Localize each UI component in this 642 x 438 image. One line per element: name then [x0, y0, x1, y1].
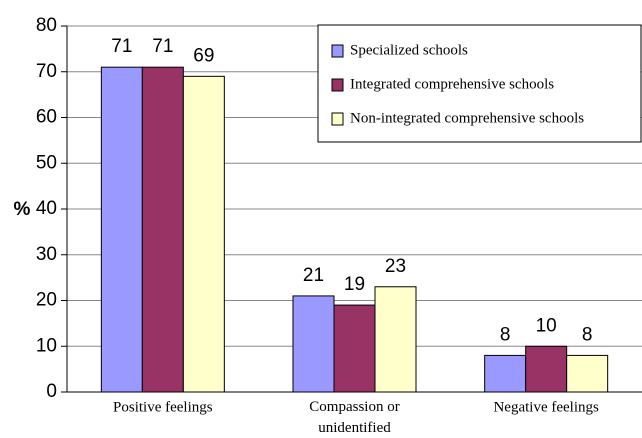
bar [333, 304, 376, 393]
bar [182, 75, 225, 393]
bar [374, 286, 417, 393]
x-tick-label: Negative feelings [493, 399, 599, 415]
legend-label: Non-integrated comprehensive schools [350, 110, 584, 126]
y-tick-label: 20 [36, 290, 57, 311]
y-tick-label: 60 [36, 107, 57, 128]
value-label: 8 [500, 324, 511, 345]
y-tick-label: 50 [36, 152, 57, 173]
bar [141, 66, 184, 393]
legend-box [317, 24, 642, 143]
y-tick-label: 80 [36, 15, 57, 36]
legend-label: Integrated comprehensive schools [350, 76, 554, 92]
value-label: 19 [344, 274, 365, 295]
y-tick-label: 0 [46, 381, 57, 402]
y-tick-label: 30 [36, 244, 57, 265]
bar [292, 295, 335, 393]
y-axis-label: % [14, 199, 31, 220]
value-label: 23 [385, 256, 406, 277]
value-label: 71 [152, 36, 173, 57]
bar [566, 354, 609, 393]
legend-swatch [331, 78, 344, 92]
bar [100, 66, 143, 393]
y-tick-label: 70 [36, 61, 57, 82]
value-label: 21 [303, 265, 324, 286]
x-tick-label: Positive feelings [113, 399, 213, 415]
bar [525, 345, 568, 393]
value-label: 69 [193, 45, 214, 66]
legend-label: Specialized schools [350, 42, 468, 58]
legend-swatch [331, 112, 344, 126]
bar [484, 354, 527, 393]
value-label: 71 [111, 36, 132, 57]
value-label: 10 [536, 315, 557, 336]
legend-swatch [331, 44, 344, 58]
y-tick-label: 40 [36, 198, 57, 219]
value-label: 8 [582, 324, 593, 345]
x-tick-label: Compassion orunidentifiedfeelings [309, 399, 399, 438]
y-tick-label: 10 [36, 335, 57, 356]
